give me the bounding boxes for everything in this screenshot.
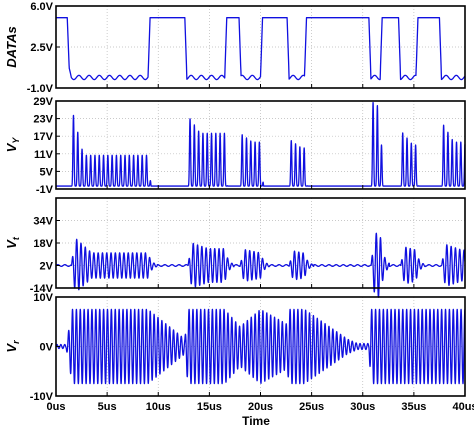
x-tick-label: 25us [299, 401, 324, 413]
series-line [55, 232, 466, 298]
x-tick-label: 30us [350, 401, 375, 413]
y-tick-label: 10V [33, 292, 53, 304]
y-tick-label: -14V [30, 283, 54, 295]
x-tick-label: 20us [248, 401, 273, 413]
panel-4: 10V 0V -10V Vr [4, 292, 466, 403]
y-axis-label: Vt [4, 236, 21, 249]
x-tick-label: 0us [47, 401, 66, 413]
series-line [55, 101, 466, 187]
y-tick-label: 2V [40, 261, 54, 273]
x-tick-label: 5us [98, 401, 117, 413]
y-tick-label: 18V [33, 238, 53, 250]
panel-1: 6.0V 2.5V -1.0V DATAs [4, 1, 466, 95]
y-tick-label: -1V [36, 184, 54, 196]
y-tick-label: 17V [33, 131, 53, 143]
series-line [55, 308, 466, 385]
y-tick-label: 6.0V [30, 1, 53, 13]
y-tick-label: 34V [33, 216, 53, 228]
x-axis-label: Time [242, 414, 270, 428]
x-tick-label: 40us [452, 401, 474, 413]
y-tick-label: 2.5V [30, 42, 53, 54]
y-tick-label: -1.0V [27, 83, 54, 95]
y-tick-label: 11V [34, 149, 54, 161]
x-tick-label: 10us [146, 401, 171, 413]
y-axis-label: DATAs [4, 26, 19, 67]
panel-2: 29V 23V 17V 11V 5V -1V VY [4, 96, 466, 196]
y-tick-label: 5V [40, 166, 54, 178]
y-tick-label: 0V [40, 342, 54, 354]
x-tick-label: 35us [401, 401, 426, 413]
y-axis-label: Vr [4, 340, 21, 353]
y-tick-label: 29V [33, 96, 53, 108]
panel-3: 34V 18V 2V -14V Vt [4, 197, 466, 298]
x-tick-label: 15us [197, 401, 222, 413]
series-line [55, 17, 466, 81]
y-tick-label: -10V [30, 391, 54, 403]
y-axis-label: VY [4, 137, 21, 153]
y-tick-label: 23V [33, 114, 53, 126]
